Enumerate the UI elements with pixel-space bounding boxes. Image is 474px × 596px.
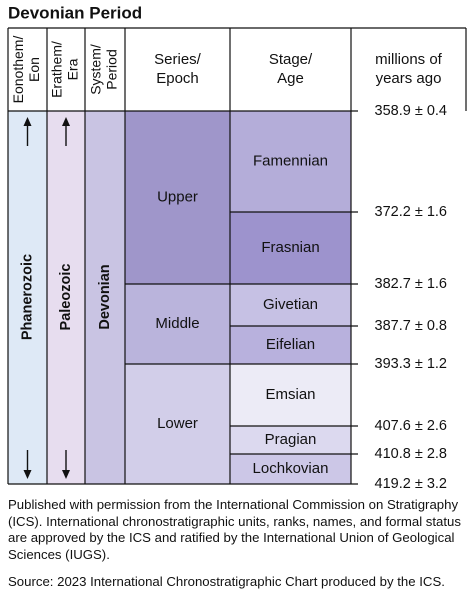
era-label: Paleozoic xyxy=(58,264,74,331)
column-header: millions of xyxy=(375,51,443,68)
page-title: Devonian Period xyxy=(8,3,142,22)
age-label: 410.8 ± 2.8 xyxy=(375,446,447,462)
eon-label: Phanerozoic xyxy=(19,254,35,340)
stage-label: Pragian xyxy=(265,431,317,448)
arrowhead xyxy=(62,117,70,126)
era-cell xyxy=(47,111,85,484)
column-header: Period xyxy=(104,49,120,89)
eon-cell xyxy=(8,111,47,484)
column-header: Eonothem/ xyxy=(10,36,26,104)
age-label: 382.7 ± 1.6 xyxy=(375,276,447,292)
series-label: Middle xyxy=(155,315,199,332)
stage-cell xyxy=(230,326,351,364)
stage-cell xyxy=(230,426,351,454)
stage-label: Eifelian xyxy=(266,336,315,353)
column-header: Erathem/ xyxy=(49,41,65,98)
stage-cell xyxy=(230,284,351,326)
column-header: Series/ xyxy=(154,51,202,68)
series-cell xyxy=(125,284,230,364)
arrowhead xyxy=(62,470,70,479)
column-header: Epoch xyxy=(156,70,199,87)
stage-cell xyxy=(230,212,351,284)
column-header: Eon xyxy=(26,57,42,82)
series-cell xyxy=(125,111,230,284)
age-label: 419.2 ± 3.2 xyxy=(375,476,447,490)
age-label: 358.9 ± 0.4 xyxy=(375,103,447,119)
arrowhead xyxy=(23,117,32,126)
stage-label: Emsian xyxy=(265,386,315,403)
column-header: Age xyxy=(277,70,304,87)
series-label: Lower xyxy=(157,415,198,432)
stage-cell xyxy=(230,111,351,212)
stratigraphy-table: Devonian Period Upper Middle Lower Famennia… xyxy=(7,3,467,490)
age-label: 387.7 ± 0.8 xyxy=(375,318,447,334)
age-label: 393.3 ± 1.2 xyxy=(375,356,447,372)
column-header: years ago xyxy=(376,70,442,87)
system-label: Devonian xyxy=(97,264,113,329)
age-label: 372.2 ± 1.6 xyxy=(375,204,447,220)
arrowhead xyxy=(23,470,32,479)
stage-cell xyxy=(230,364,351,426)
stage-label: Givetian xyxy=(263,296,318,313)
permission-note: Published with permission from the Inter… xyxy=(8,497,461,562)
column-header: Stage/ xyxy=(269,51,313,68)
column-header: System/ xyxy=(88,44,104,95)
stage-cell xyxy=(230,454,351,484)
series-label: Upper xyxy=(157,188,198,205)
stage-label: Famennian xyxy=(253,152,328,169)
series-cell xyxy=(125,364,230,484)
stage-label: Frasnian xyxy=(261,239,319,256)
system-cell xyxy=(85,111,125,484)
source-note: Source: 2023 International Chronostratig… xyxy=(8,574,445,589)
stage-label: Lochkovian xyxy=(253,460,329,477)
age-label: 407.6 ± 2.6 xyxy=(375,418,447,434)
column-header: Era xyxy=(65,58,81,80)
